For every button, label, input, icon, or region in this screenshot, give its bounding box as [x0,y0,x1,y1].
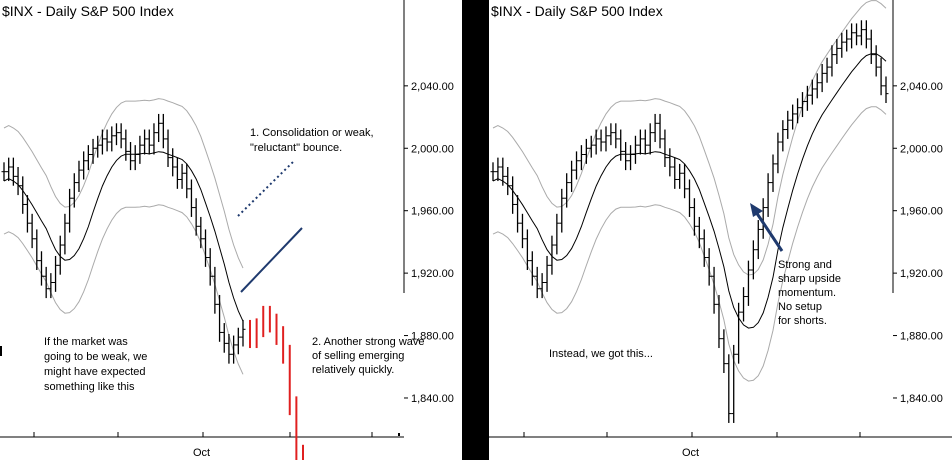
lower-band-line [492,106,887,382]
left-date-ticks [33,85,408,437]
right-chart-title: $INX - Daily S&P 500 Index [491,3,663,19]
left-annotation-3-line1: If the market was [44,336,128,348]
left-chart-title: $INX - Daily S&P 500 Index [2,3,174,19]
left-ytick-label: 1,920.00 [411,268,454,280]
right-ytick-label: 2,040.00 [900,81,943,93]
left-ytick-label: 2,040.00 [411,81,454,93]
right-annotation-line1: Strong and [778,259,832,271]
left-end-marker [398,433,400,436]
left-annotation-2-line3: relatively quickly. [312,364,394,376]
left-ytick-label: 2,000.00 [411,143,454,155]
moving-average-line [492,53,887,329]
right-arrow-shaft [754,211,784,252]
right-ytick-label: 2,000.00 [900,143,943,155]
right-date-ticks [523,85,897,437]
right-annotation-line3: momentum. [778,287,836,299]
left-annotation-2-line2: of selling emerging [312,350,404,362]
moving-average-line [3,151,244,322]
left-ytick-label: 1,880.00 [411,331,454,343]
right-price-ticks: 2,040.00 2,000.00 1,960.00 1,920.00 1,88… [900,81,943,405]
left-chart-panel: $INX - Daily S&P 500 Index 2,040.00 2,00… [0,0,454,460]
left-x-label: Oct [193,447,210,459]
left-hypothetical-bars [249,305,304,460]
left-price-bars [1,113,246,364]
right-x-label: Oct [682,447,699,459]
left-rising-trendline [240,227,303,293]
right-ytick-label: 1,880.00 [900,331,943,343]
lower-band-line [3,204,244,375]
right-ytick-label: 1,960.00 [900,206,943,218]
left-annotation-1-line1: 1. Consolidation or weak, [250,127,374,139]
panel-divider [462,0,489,460]
right-annotation-instead: Instead, we got this... [549,348,653,360]
right-bollinger-bands [492,0,887,382]
left-edge-marker [0,346,2,356]
left-annotation-1-line2: "reluctant" bounce. [250,142,342,154]
right-annotation-line2: sharp upside [778,273,841,285]
right-annotation-line5: for shorts. [778,315,827,327]
upper-band-line [492,0,887,276]
right-price-bars [490,20,889,423]
left-ytick-label: 1,840.00 [411,393,454,405]
right-arrow-head [750,203,763,217]
left-ytick-label: 1,960.00 [411,206,454,218]
right-ytick-label: 1,920.00 [900,268,943,280]
left-annotation-3-line3: might have expected [44,366,146,378]
upper-band-line [3,98,244,269]
left-price-ticks: 2,040.00 2,000.00 1,960.00 1,920.00 1,88… [411,81,454,405]
left-annotation-2-line1: 2. Another strong wave [312,336,425,348]
left-annotation-3-line4: something like this [44,381,135,393]
right-chart-panel: $INX - Daily S&P 500 Index 2,040.00 2,00… [489,0,952,459]
left-annotation-3-line2: going to be weak, we [44,351,147,363]
right-annotation-line4: No setup [778,301,822,313]
left-bollinger-bands [3,98,244,375]
right-ytick-label: 1,840.00 [900,393,943,405]
